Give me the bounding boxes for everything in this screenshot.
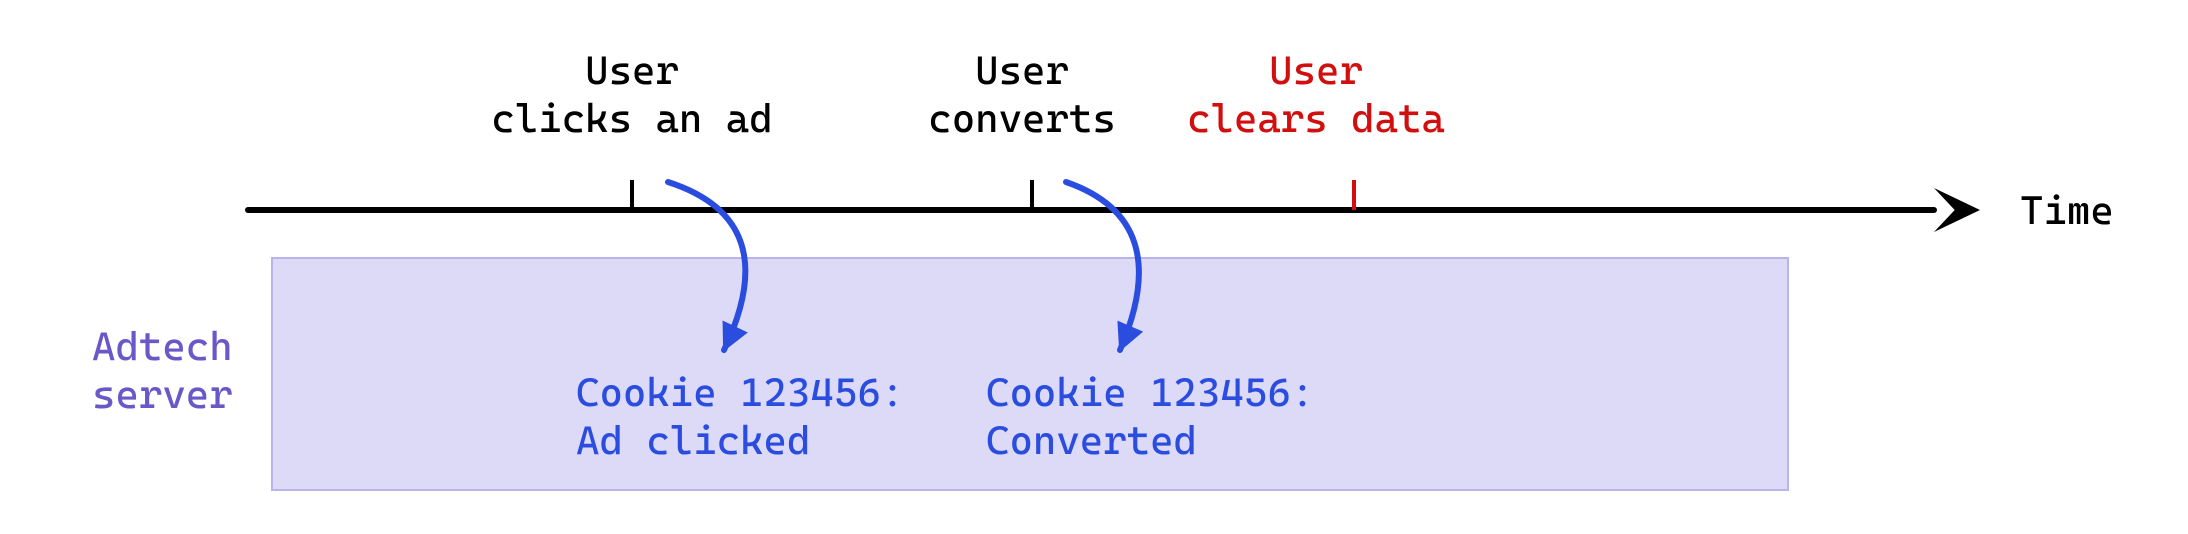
event-label-click: clicks an ad xyxy=(491,96,772,142)
event-labels: Userclicks an adUserconvertsUserclears d… xyxy=(491,48,1445,142)
event-label-clear: clears data xyxy=(1187,96,1445,142)
event-label-convert: converts xyxy=(928,96,1116,142)
axis-label-time: Time xyxy=(2020,188,2114,234)
event-label-clear: User xyxy=(1269,48,1363,94)
event-label-click: User xyxy=(585,48,679,94)
cookie-log-line: Converted xyxy=(986,418,1197,464)
adtech-server-label: server xyxy=(92,372,233,418)
cookie-log-line: Cookie 123456: xyxy=(986,370,1314,416)
timeline-diagram: Userclicks an adUserconvertsUserclears d… xyxy=(0,0,2188,534)
adtech-server-label: Adtech xyxy=(92,324,233,370)
cookie-log-line: Ad clicked xyxy=(576,418,810,464)
time-axis-arrowhead xyxy=(1934,188,1980,232)
axis-ticks xyxy=(632,180,1354,210)
event-label-convert: User xyxy=(975,48,1069,94)
cookie-log-line: Cookie 123456: xyxy=(576,370,904,416)
